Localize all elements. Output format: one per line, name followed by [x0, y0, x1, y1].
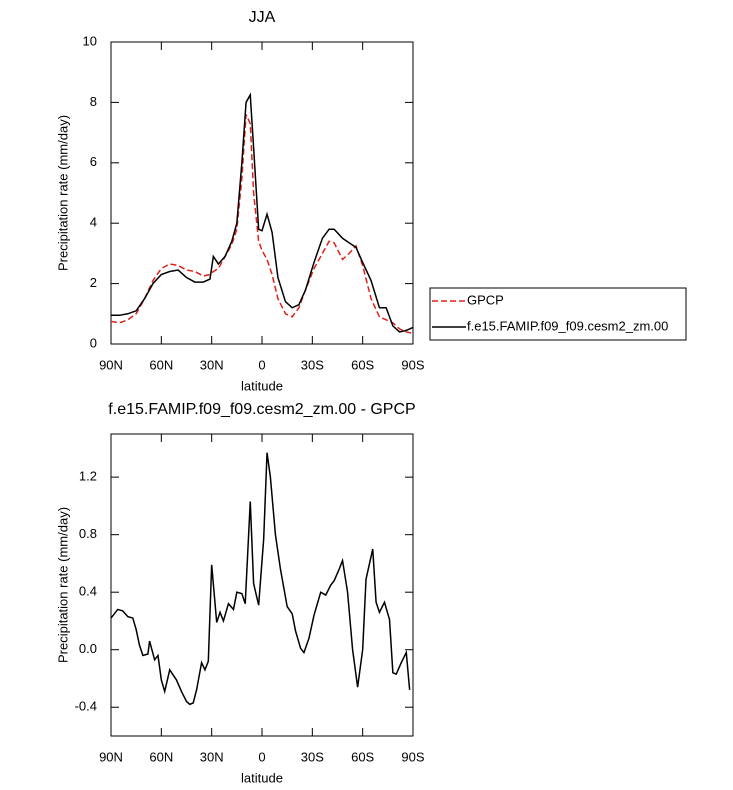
y-axis-label: Precipitation rate (mm/day) — [55, 115, 70, 271]
data-line — [111, 92, 414, 333]
x-tick-label: 90S — [401, 357, 424, 372]
x-tick-label: 90N — [99, 749, 123, 764]
y-tick-label: -0.4 — [75, 699, 97, 714]
plot-frame — [110, 41, 414, 345]
x-tick-label: 60N — [149, 749, 173, 764]
chart-title: JJA — [249, 9, 276, 26]
x-tick-label: 0 — [258, 749, 265, 764]
data-line — [110, 114, 414, 335]
y-tick-label: 4 — [90, 215, 97, 230]
y-tick-label: 1.2 — [79, 469, 97, 484]
y-tick-label: 2 — [90, 275, 97, 290]
legend-box — [429, 287, 687, 341]
y-axis-label: Precipitation rate (mm/day) — [55, 507, 70, 663]
y-tick-label: 0.0 — [79, 641, 97, 656]
x-tick-label: 30S — [301, 749, 324, 764]
x-tick-label: 60S — [351, 749, 374, 764]
x-tick-label: 90N — [99, 357, 123, 372]
y-tick-label: 6 — [90, 154, 97, 169]
x-tick-label: 30N — [200, 357, 224, 372]
legend-label: f.e15.FAMIP.f09_f09.cesm2_zm.00 — [467, 318, 668, 333]
x-tick-label: 90S — [401, 749, 424, 764]
y-tick-label: 8 — [90, 94, 97, 109]
legend-label: GPCP — [467, 292, 504, 307]
data-line — [110, 452, 411, 706]
chart-title: f.e15.FAMIP.f09_f09.cesm2_zm.00 - GPCP — [108, 401, 415, 418]
y-tick-label: 10 — [83, 33, 97, 48]
x-axis-label: latitude — [241, 770, 283, 785]
x-tick-label: 30N — [200, 749, 224, 764]
x-tick-label: 30S — [301, 357, 324, 372]
y-tick-label: 0.8 — [79, 526, 97, 541]
x-tick-label: 0 — [258, 357, 265, 372]
plot-frame — [110, 433, 414, 737]
y-tick-label: 0.4 — [79, 584, 97, 599]
y-tick-label: 0 — [90, 335, 97, 350]
x-tick-label: 60S — [351, 357, 374, 372]
x-tick-label: 60N — [149, 357, 173, 372]
x-axis-label: latitude — [241, 378, 283, 393]
